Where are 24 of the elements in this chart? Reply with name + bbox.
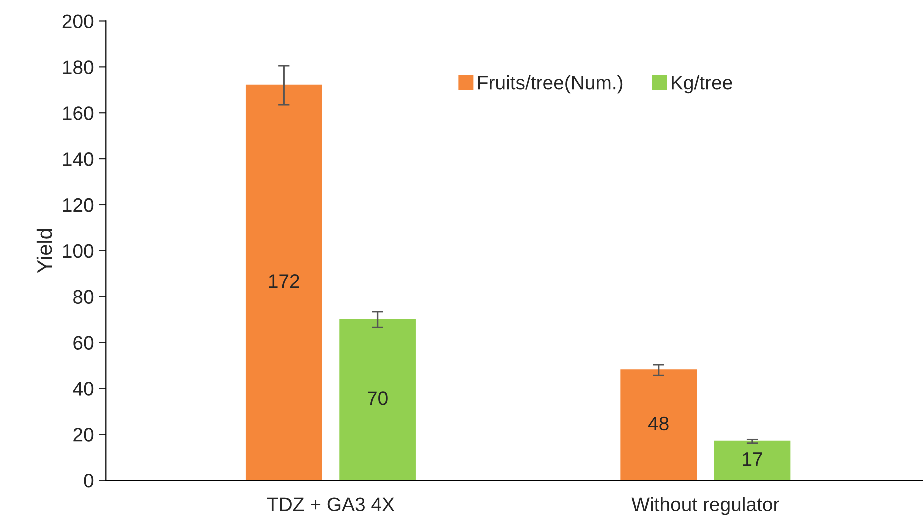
legend-label: Kg/tree (672, 75, 732, 94)
y-tick-label: 200 (62, 14, 94, 28)
data-label: 48 (648, 416, 669, 431)
data-label: 172 (269, 274, 300, 288)
y-tick-label: 100 (63, 244, 94, 258)
y-axis-title: Yield (36, 229, 52, 274)
bar (340, 319, 416, 481)
bar (620, 370, 697, 481)
legend-label: Fruits/tree(Num.) (478, 75, 623, 94)
y-tick-label: 20 (74, 428, 94, 442)
y-tick-label: 120 (63, 198, 94, 212)
y-tick-label: 80 (74, 290, 94, 304)
data-label: 17 (743, 452, 762, 466)
bar (246, 84, 322, 481)
bar (714, 440, 791, 481)
data-label: 70 (368, 392, 388, 406)
y-tick-label: 160 (63, 106, 94, 120)
y-tick-label: 180 (63, 60, 94, 74)
y-tick-label: 60 (74, 336, 94, 350)
y-tick-label: 140 (63, 152, 94, 166)
y-tick-label: 0 (84, 474, 94, 488)
x-tick-label: TDZ + GA3 4X (267, 498, 395, 512)
x-tick-label: Without regulator (632, 497, 780, 516)
y-tick-label: 40 (73, 382, 94, 396)
